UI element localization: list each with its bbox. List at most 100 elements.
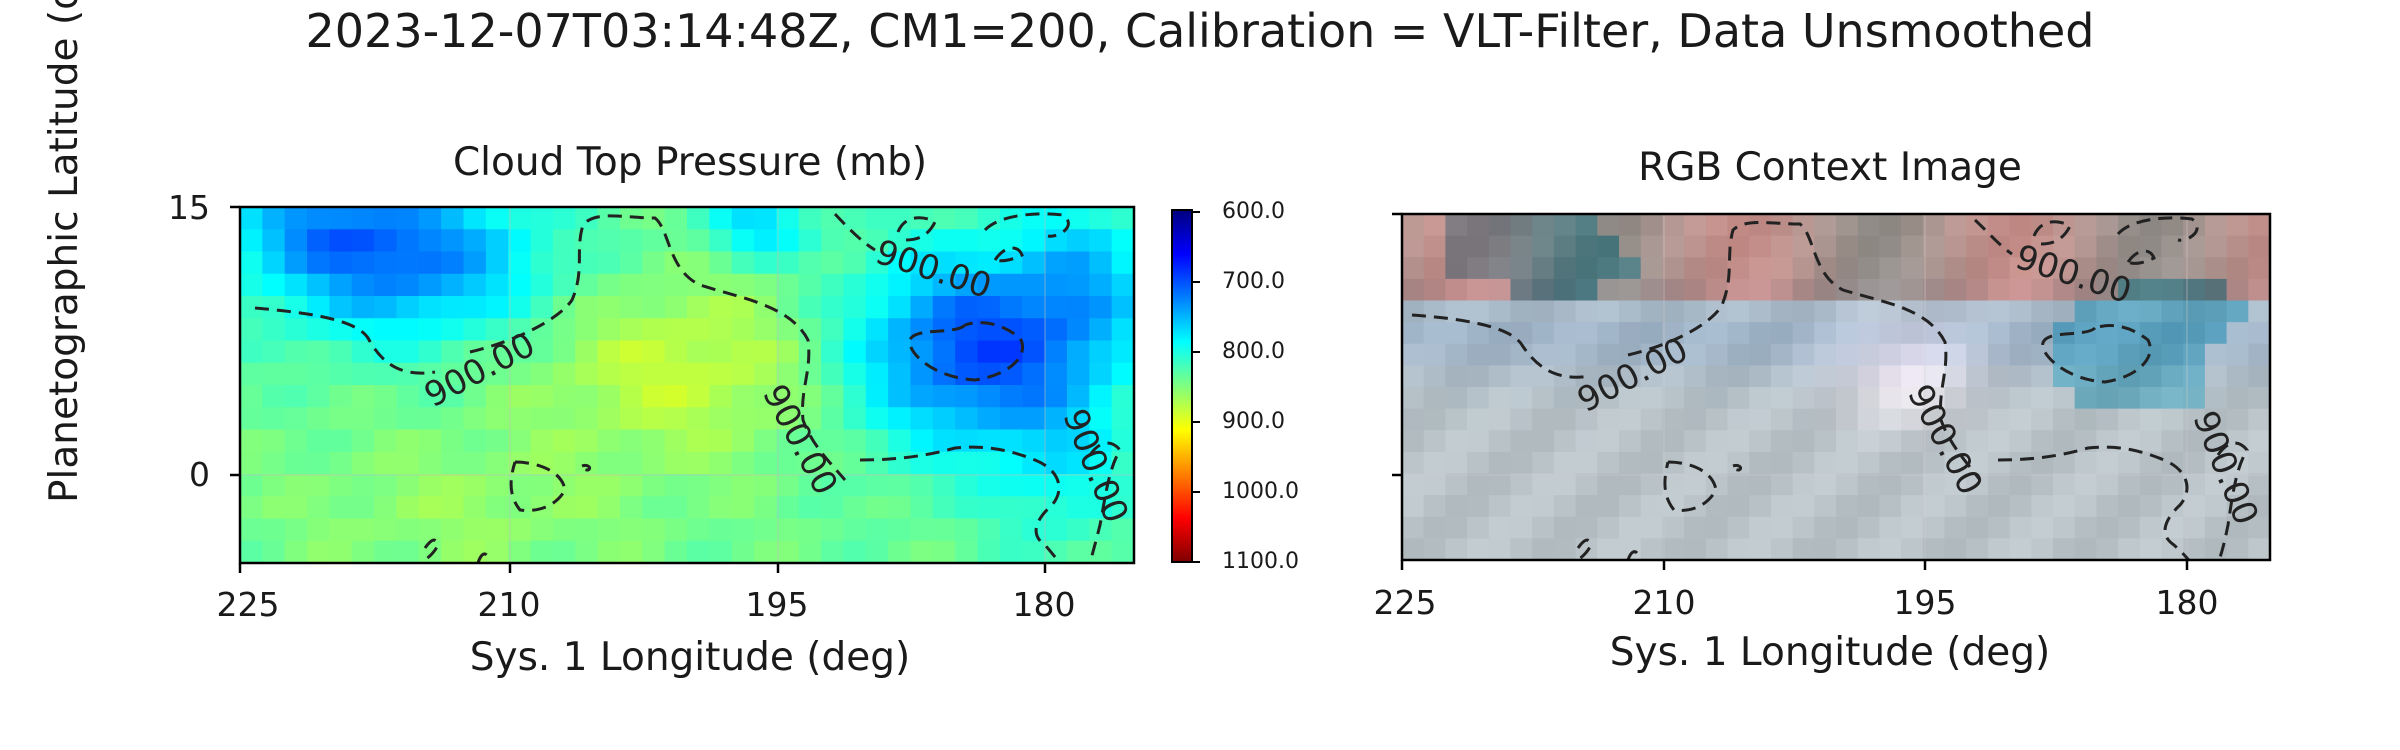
heatmap-cell xyxy=(799,363,822,386)
heatmap-cell xyxy=(2205,517,2227,539)
heatmap-cell xyxy=(1067,296,1090,319)
heatmap-cell xyxy=(2010,387,2032,409)
heatmap-cell xyxy=(598,207,621,230)
heatmap-cell xyxy=(687,474,710,497)
heatmap-cell xyxy=(843,318,866,341)
heatmap-cell xyxy=(843,341,866,364)
heatmap-cell xyxy=(2205,365,2227,387)
heatmap-cell xyxy=(285,541,308,564)
heatmap-cell xyxy=(1749,322,1771,344)
heatmap-cell xyxy=(464,519,487,542)
heatmap-cell xyxy=(1576,257,1598,279)
heatmap-cell xyxy=(1554,517,1576,539)
heatmap-cell xyxy=(620,318,643,341)
heatmap-cell xyxy=(1511,430,1533,452)
heatmap-cell xyxy=(2010,409,2032,431)
heatmap-cell xyxy=(1424,344,1446,366)
heatmap-cell xyxy=(1424,538,1446,560)
heatmap-cell xyxy=(2075,365,2097,387)
heatmap-cell xyxy=(1771,301,1793,323)
heatmap-cell xyxy=(799,296,822,319)
heatmap-cell xyxy=(866,363,889,386)
heatmap-cell xyxy=(1988,322,2010,344)
heatmap-cell xyxy=(2248,430,2270,452)
heatmap-cell xyxy=(486,296,509,319)
heatmap-cell xyxy=(866,318,889,341)
heatmap-cell xyxy=(464,496,487,519)
heatmap-cell xyxy=(575,541,598,564)
heatmap-cell xyxy=(687,341,710,364)
heatmap-cell xyxy=(2162,301,2184,323)
heatmap-cell xyxy=(1641,474,1663,496)
heatmap-cell xyxy=(575,407,598,430)
heatmap-cell xyxy=(888,430,911,453)
heatmap-cell xyxy=(620,363,643,386)
heatmap-cell xyxy=(1641,452,1663,474)
heatmap-cell xyxy=(396,252,419,275)
heatmap-cell xyxy=(754,318,777,341)
heatmap-cell xyxy=(955,363,978,386)
heatmap-cell xyxy=(508,229,531,252)
heatmap-cell xyxy=(1771,517,1793,539)
heatmap-cell xyxy=(1945,517,1967,539)
heatmap-cell xyxy=(2010,538,2032,560)
heatmap-cell xyxy=(441,207,464,230)
heatmap-cell xyxy=(1706,344,1728,366)
heatmap-cell xyxy=(285,452,308,475)
heatmap-cell xyxy=(2031,301,2053,323)
heatmap-cell xyxy=(1814,538,1836,560)
heatmap-cell xyxy=(1022,207,1045,230)
heatmap-cell xyxy=(2096,344,2118,366)
heatmap-cell xyxy=(1554,474,1576,496)
heatmap-cell xyxy=(1879,365,1901,387)
heatmap-cell xyxy=(2140,474,2162,496)
heatmap-cell xyxy=(1793,279,1815,301)
heatmap-cell xyxy=(508,385,531,408)
heatmap-cell xyxy=(843,385,866,408)
heatmap-cell xyxy=(575,385,598,408)
heatmap-cell xyxy=(1532,257,1554,279)
heatmap-cell xyxy=(1901,279,1923,301)
heatmap-cell xyxy=(709,430,732,453)
heatmap-cell xyxy=(329,496,352,519)
heatmap-cell xyxy=(1749,301,1771,323)
heatmap-cell xyxy=(955,407,978,430)
heatmap-cell xyxy=(307,496,330,519)
heatmap-cell xyxy=(1045,318,1068,341)
heatmap-cell xyxy=(1511,257,1533,279)
heatmap-cell xyxy=(262,496,285,519)
heatmap-cell xyxy=(2075,409,2097,431)
heatmap-cell xyxy=(1619,236,1641,258)
heatmap-cell xyxy=(1067,207,1090,230)
heatmap-cell xyxy=(2140,517,2162,539)
heatmap-cell xyxy=(1445,474,1467,496)
heatmap-cell xyxy=(1000,541,1023,564)
heatmap-cell xyxy=(1489,301,1511,323)
heatmap-cell xyxy=(1641,279,1663,301)
heatmap-cell xyxy=(2248,452,2270,474)
heatmap-cell xyxy=(1511,538,1533,560)
heatmap-cell xyxy=(307,252,330,275)
heatmap-cell xyxy=(262,385,285,408)
heatmap-cell xyxy=(843,252,866,275)
heatmap-cell xyxy=(1814,214,1836,236)
heatmap-cell xyxy=(1554,257,1576,279)
heatmap-cell xyxy=(307,207,330,230)
heatmap-cell xyxy=(285,385,308,408)
heatmap-cell xyxy=(1000,341,1023,364)
heatmap-cell xyxy=(620,252,643,275)
heatmap-cell xyxy=(687,207,710,230)
heatmap-cell xyxy=(888,385,911,408)
heatmap-cell xyxy=(933,541,956,564)
heatmap-cell xyxy=(1771,474,1793,496)
heatmap-cell xyxy=(709,541,732,564)
heatmap-cell xyxy=(1966,517,1988,539)
heatmap-cell xyxy=(553,252,576,275)
heatmap-cell xyxy=(1000,474,1023,497)
heatmap-cell xyxy=(1945,279,1967,301)
heatmap-cell xyxy=(419,252,442,275)
heatmap-cell xyxy=(329,452,352,475)
heatmap-cell xyxy=(2248,387,2270,409)
heatmap-cell xyxy=(285,318,308,341)
heatmap-cell xyxy=(1749,236,1771,258)
